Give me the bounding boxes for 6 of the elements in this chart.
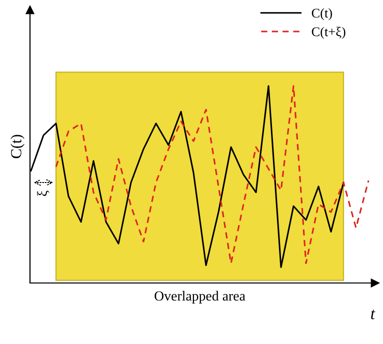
legend-label: C(t+ξ): [312, 26, 346, 39]
y-axis-title: C(t): [10, 134, 24, 158]
x-axis-title: t: [371, 310, 376, 320]
legend-label: C(t): [312, 8, 332, 20]
annotation: ξ: [37, 190, 50, 196]
text: Overlapped area: [154, 290, 246, 304]
